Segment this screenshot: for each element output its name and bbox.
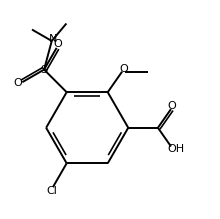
Text: O: O [13, 78, 22, 88]
Text: O: O [119, 64, 128, 74]
Text: S: S [40, 65, 48, 75]
Text: N: N [49, 34, 57, 44]
Text: O: O [168, 101, 176, 111]
Text: O: O [53, 39, 62, 49]
Text: OH: OH [167, 144, 185, 154]
Text: Cl: Cl [46, 186, 57, 196]
